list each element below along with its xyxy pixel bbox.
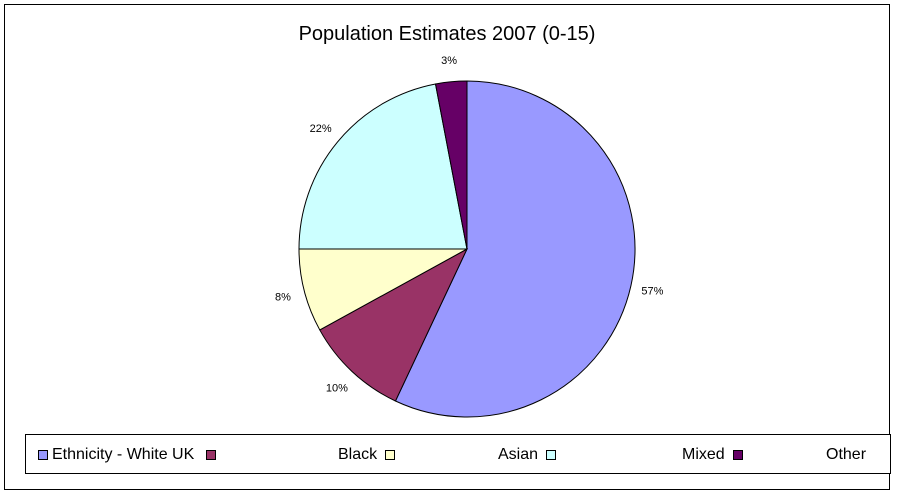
legend-swatch-other: [732, 450, 743, 460]
legend-swatch-asian: [385, 450, 396, 460]
legend-item-white-uk: Ethnicity - White UK: [38, 446, 217, 464]
legend-label-black: Black: [338, 446, 378, 463]
pie-chart: 57% 10% 8% 22% 3%: [275, 55, 664, 418]
chart-title: Population Estimates 2007 (0-15): [298, 23, 596, 45]
data-label-white-uk: 57%: [641, 285, 663, 297]
data-label-black: 10%: [326, 383, 348, 395]
legend-item-mixed: Mixed: [682, 446, 743, 464]
legend-item-other: Other: [826, 446, 866, 464]
pie-slice-other: [434, 80, 468, 250]
legend-swatch-white-uk: [38, 450, 48, 460]
pie-slice-mixed: [298, 83, 468, 250]
legend-label-asian: Asian: [498, 446, 539, 463]
pie-slice-white-uk: [394, 80, 636, 418]
legend: Ethnicity - White UK Black Asian Mixed O…: [25, 434, 891, 474]
pie-slice-black: [319, 247, 469, 402]
legend-label-mixed: Mixed: [682, 446, 725, 463]
data-label-asian: 8%: [275, 291, 291, 303]
legend-item-black: Black: [338, 446, 396, 464]
legend-item-asian: Asian: [498, 446, 557, 464]
legend-swatch-mixed: [546, 450, 557, 460]
legend-swatch-black: [206, 450, 217, 460]
chart-frame: Population Estimates 2007 (0-15) 57% 10% 8…: [4, 4, 891, 490]
legend-label-other: Other: [826, 446, 867, 463]
data-label-other: 3%: [441, 55, 457, 67]
legend-label-white-uk: Ethnicity - White UK: [52, 446, 195, 463]
data-label-mixed: 22%: [310, 123, 332, 135]
